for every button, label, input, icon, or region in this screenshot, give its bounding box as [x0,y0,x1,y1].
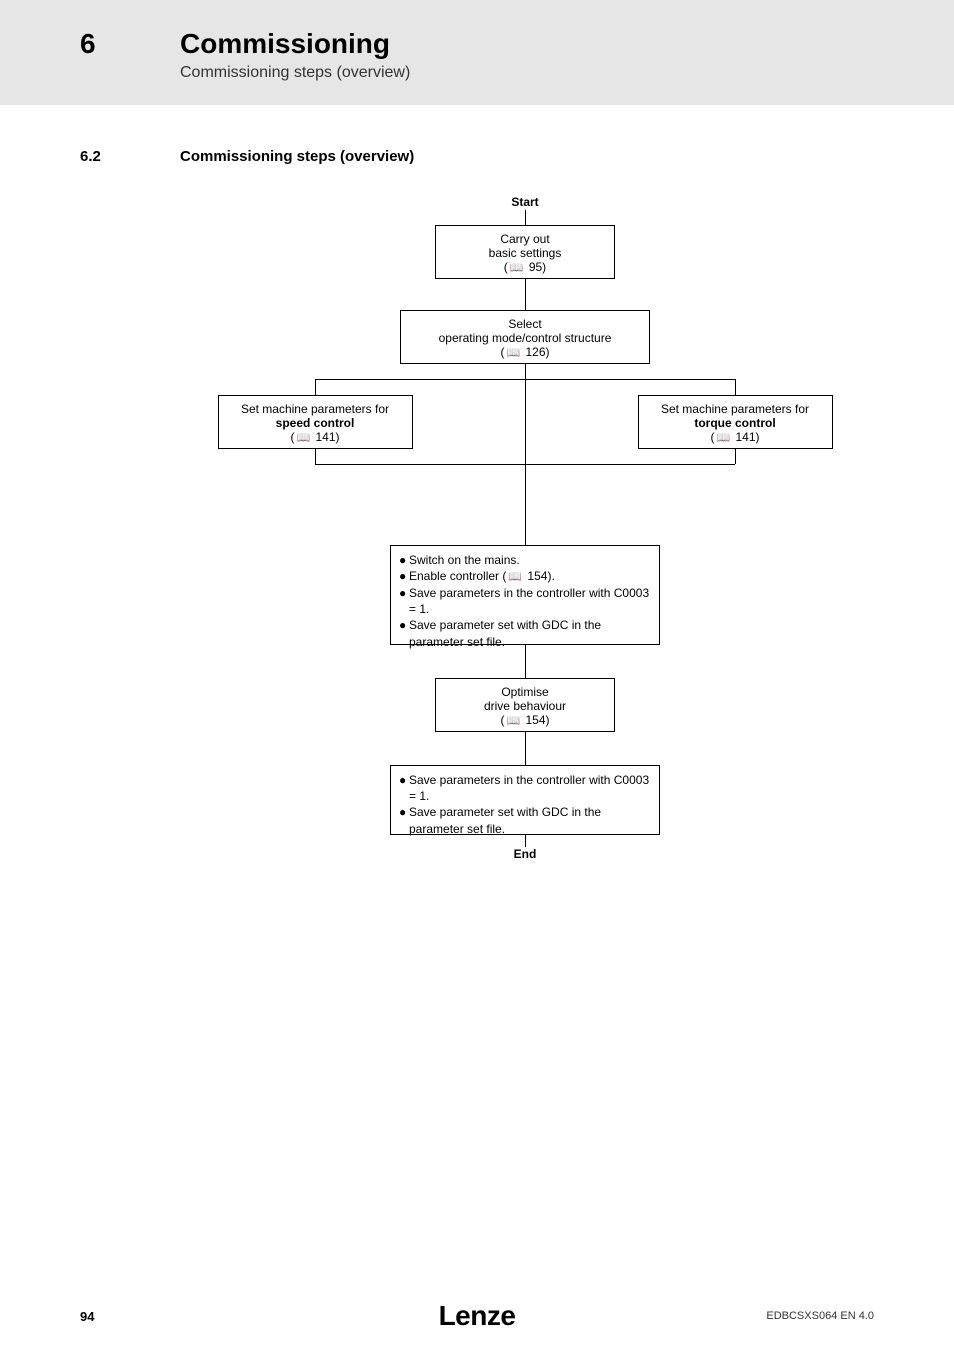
chapter-title: Commissioning [180,28,390,60]
brand-logo: Lenze [439,1300,516,1332]
flow-end-label: End [475,847,575,861]
book-icon: 📖 [506,346,520,359]
document-id: EDBCSXS064 EN 4.0 [766,1310,874,1322]
flow-box-select-mode: Selectoperating mode/control structure(📖… [400,310,650,364]
flow-box-actions-2: ●Save parameters in the controller with … [390,765,660,835]
flow-start-label: Start [475,195,575,209]
header-band [0,0,954,105]
book-icon: 📖 [296,431,310,444]
section-number: 6.2 [80,148,101,165]
chapter-subtitle: Commissioning steps (overview) [180,64,410,82]
page-number: 94 [80,1309,94,1324]
chapter-number: 6 [80,28,96,60]
flow-box-basic-settings: Carry outbasic settings(📖 95) [435,225,615,279]
book-icon: 📖 [510,261,524,274]
flow-box-optimise: Optimisedrive behaviour(📖 154) [435,678,615,732]
book-icon: 📖 [506,714,520,727]
flow-box-actions-1: ●Switch on the mains.●Enable controller … [390,545,660,645]
flow-box-torque-control: Set machine parameters fortorque control… [638,395,833,449]
book-icon: 📖 [716,431,730,444]
section-title: Commissioning steps (overview) [180,148,414,165]
flow-box-speed-control: Set machine parameters forspeed control(… [218,395,413,449]
book-icon: 📖 [508,570,522,585]
